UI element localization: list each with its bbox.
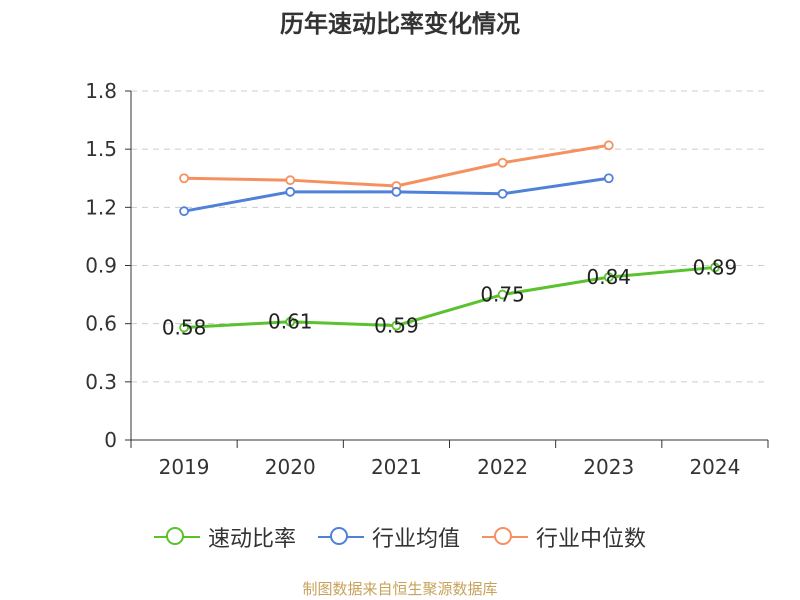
series-line	[184, 265, 716, 330]
y-tick-label: 0	[104, 428, 117, 452]
data-point	[497, 188, 508, 199]
legend-item-industry-mean[interactable]: 行业均值	[317, 521, 460, 553]
data-point	[391, 186, 402, 197]
data-point	[603, 272, 614, 283]
data-label: 0.75	[480, 283, 525, 307]
data-point	[179, 206, 189, 217]
x-tick-label: 2019	[159, 455, 210, 479]
legend-item-industry-median[interactable]: 行业中位数	[482, 521, 646, 553]
legend-label-industry-mean: 行业均值	[371, 527, 460, 552]
data-point	[603, 140, 614, 151]
data-point	[179, 322, 189, 333]
y-tick-label: 1.2	[85, 195, 117, 219]
data-label: 0.58	[162, 316, 207, 340]
data-point	[391, 320, 402, 331]
y-tick-label: 0.9	[85, 254, 117, 278]
grid-lines	[131, 90, 768, 383]
legend-marker-quick-ratio	[153, 527, 200, 547]
series-line	[184, 143, 609, 188]
data-point	[497, 289, 508, 300]
series-group	[179, 140, 720, 333]
data-point	[285, 186, 296, 197]
data-point	[497, 157, 508, 168]
data-label: 0.61	[268, 310, 313, 334]
y-tick-label: 1.5	[85, 137, 117, 161]
y-tick-label: 1.8	[85, 79, 117, 103]
data-labels: 0.58 0.61 0.59 0.75 0.84 0.89	[162, 255, 737, 339]
legend-label-industry-median: 行业中位数	[536, 527, 647, 552]
x-tick-label: 2024	[689, 455, 740, 479]
legend-item-quick-ratio[interactable]: 速动比率	[153, 521, 296, 553]
x-tick-label: 2021	[371, 455, 422, 479]
source-note: 制图数据来自恒生聚源数据库	[302, 580, 498, 598]
legend-marker-industry-median	[482, 527, 528, 547]
data-label: 0.59	[374, 314, 419, 338]
data-point	[179, 173, 189, 184]
x-tick-label: 2020	[265, 455, 316, 479]
data-label: 0.89	[693, 255, 738, 279]
axes: 0 0.3 0.6 0.9 1.2 1.5 1.8 2019 2020 2021 2022 2023 2…	[85, 79, 769, 479]
x-tick-label: 2023	[583, 455, 634, 479]
legend-label-quick-ratio: 速动比率	[207, 527, 296, 552]
line-chart: 0 0.3 0.6 0.9 1.2 1.5 1.8 2019 2020 2021 2022 2023 2…	[85, 79, 769, 479]
data-point	[603, 173, 614, 184]
data-point	[710, 262, 720, 273]
y-tick-label: 0.6	[85, 312, 117, 336]
data-point	[285, 175, 296, 186]
legend[interactable]: 速动比率 行业均值 行业中位数	[0, 520, 800, 554]
data-point	[285, 316, 296, 327]
x-tick-label: 2022	[477, 455, 528, 479]
chart-title: 历年速动比率变化情况	[280, 10, 520, 38]
data-label: 0.84	[586, 265, 631, 289]
y-tick-label: 0.3	[85, 370, 117, 394]
legend-marker-industry-mean	[317, 527, 364, 547]
